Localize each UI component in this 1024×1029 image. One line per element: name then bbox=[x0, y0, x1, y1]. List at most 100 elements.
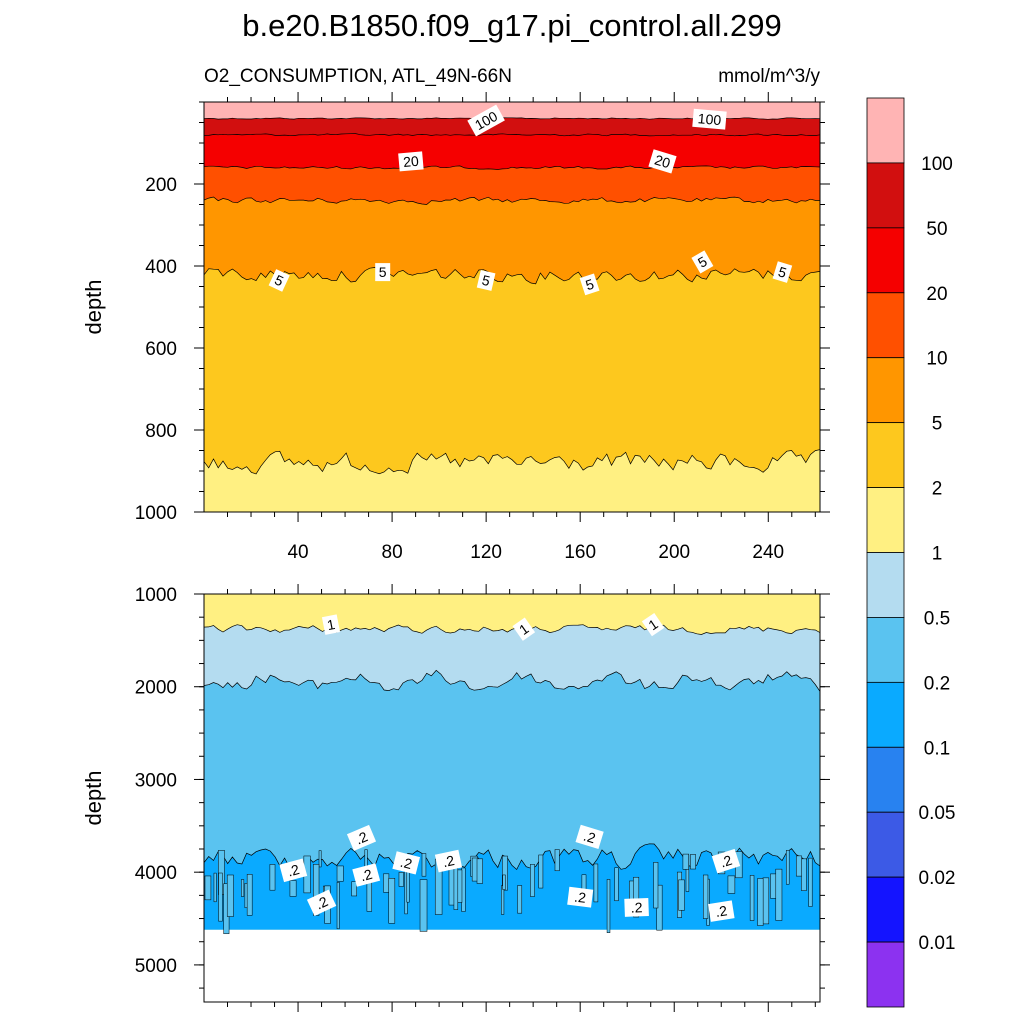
x-tick-label: 160 bbox=[564, 542, 596, 563]
x-tick-label: 40 bbox=[287, 542, 308, 563]
contour-label: 1 bbox=[512, 617, 536, 641]
contour-label: 20 bbox=[648, 149, 677, 174]
top-ylabel: depth bbox=[81, 279, 106, 334]
contour-label-box bbox=[476, 269, 496, 291]
deep-spike bbox=[530, 864, 535, 897]
chart-title: b.e20.B1850.f09_g17.pi_control.all.299 bbox=[242, 8, 782, 43]
contour-label-text: .2 bbox=[714, 902, 728, 920]
y-tick-label: 600 bbox=[145, 339, 177, 360]
colorbar-box bbox=[866, 357, 905, 424]
contour-label-box bbox=[691, 250, 714, 274]
contour-label: .2 bbox=[708, 900, 735, 922]
deep-spike bbox=[388, 878, 396, 924]
deep-spike bbox=[204, 875, 212, 901]
colorbar-label: 1 bbox=[932, 544, 943, 565]
y-tick-label: 1000 bbox=[135, 503, 177, 524]
deep-spike bbox=[775, 868, 783, 921]
contour-label: 20 bbox=[398, 151, 424, 172]
contour-label-box bbox=[708, 900, 735, 922]
colorbar-label: 0.5 bbox=[924, 608, 950, 629]
colorbar-box bbox=[866, 487, 905, 553]
deep-spike bbox=[757, 878, 764, 926]
deep-spike bbox=[801, 858, 807, 891]
deep-spike bbox=[502, 874, 506, 890]
deep-spike bbox=[476, 858, 483, 884]
contour-label: 5 bbox=[375, 263, 391, 282]
bottom-contour-fills bbox=[204, 594, 820, 935]
colorbar-box bbox=[866, 811, 905, 878]
contour-label-text: 100 bbox=[697, 110, 722, 128]
colorbar-label: 20 bbox=[926, 284, 947, 305]
deep-spike bbox=[538, 854, 544, 889]
contour-label-text: .2 bbox=[286, 861, 302, 880]
colorbar-label: 2 bbox=[932, 479, 943, 500]
bottom-contour-line-0 bbox=[204, 624, 820, 635]
contour-label-box bbox=[772, 261, 793, 283]
contour-label-box bbox=[648, 149, 677, 174]
top-contour-line-3 bbox=[204, 196, 820, 205]
contour-label-box bbox=[624, 897, 649, 917]
deep-spike bbox=[703, 874, 709, 919]
contour-label-text: .2 bbox=[441, 852, 456, 870]
colorbar-label: 10 bbox=[926, 349, 947, 370]
top-contour-fills bbox=[204, 102, 820, 512]
contour-label-box bbox=[467, 104, 505, 137]
deep-spike bbox=[785, 850, 790, 885]
y-tick-label: 800 bbox=[145, 421, 177, 442]
contour-label-box bbox=[375, 263, 391, 282]
colorbar-box bbox=[866, 162, 905, 229]
contour-label-text: 5 bbox=[481, 272, 492, 289]
top-contour-line-5 bbox=[204, 449, 820, 475]
deep-spike bbox=[517, 885, 523, 914]
colorbar-label: 0.2 bbox=[924, 673, 950, 694]
contour-label-text: .2 bbox=[358, 866, 374, 885]
colorbar: 100 50 20 10 5 2 1 0.5 0.2 0.1 0.05 0.02 0.01 bbox=[866, 97, 955, 1008]
contour-label-text: 20 bbox=[653, 151, 673, 171]
x-tick-label: 120 bbox=[470, 542, 502, 563]
contour-label: 5 bbox=[268, 269, 290, 292]
y-tick-label: 200 bbox=[145, 175, 177, 196]
deep-spike bbox=[218, 872, 223, 922]
contour-label-box bbox=[567, 886, 594, 908]
deep-spike bbox=[269, 864, 276, 891]
contour-label-box bbox=[512, 617, 536, 641]
deep-spike bbox=[808, 857, 813, 907]
contour-label-box bbox=[575, 824, 604, 850]
deep-spike bbox=[690, 854, 696, 870]
contour-label-box bbox=[279, 858, 308, 883]
colorbar-box bbox=[866, 227, 905, 294]
deep-spike bbox=[796, 855, 802, 877]
chart-subtitle-left: O2_CONSUMPTION, ATL_49N-66N bbox=[204, 66, 512, 87]
deep-spike bbox=[762, 877, 770, 925]
deep-spike bbox=[406, 870, 410, 903]
colorbar-box bbox=[866, 876, 905, 943]
deep-spike bbox=[351, 881, 357, 897]
contour-label-text: .2 bbox=[399, 854, 414, 872]
contour-label-text: 5 bbox=[379, 264, 387, 280]
contour-label-box bbox=[268, 269, 290, 292]
contour-label: 1 bbox=[641, 612, 665, 637]
contour-label-text: .2 bbox=[582, 828, 598, 847]
contour-label-text: 1 bbox=[326, 616, 337, 633]
contour-label: .2 bbox=[346, 824, 377, 851]
deep-spike bbox=[336, 865, 344, 882]
deep-spike bbox=[606, 879, 611, 933]
contour-label-box bbox=[321, 614, 341, 635]
contour-label-text: 20 bbox=[402, 153, 419, 170]
contour-label: .2 bbox=[575, 824, 604, 850]
contour-label: .2 bbox=[392, 851, 421, 875]
contour-label-box bbox=[398, 151, 424, 172]
deep-spike bbox=[419, 879, 428, 932]
deep-spike bbox=[614, 867, 619, 902]
deep-spike bbox=[554, 849, 560, 872]
colorbar-box bbox=[866, 617, 905, 683]
contour-label: 100 bbox=[692, 108, 727, 130]
contour-label-box bbox=[641, 612, 665, 637]
deep-spike bbox=[313, 864, 320, 916]
deep-spike bbox=[421, 853, 427, 877]
contour-label-text: .2 bbox=[630, 899, 642, 915]
deep-spike bbox=[213, 872, 217, 903]
